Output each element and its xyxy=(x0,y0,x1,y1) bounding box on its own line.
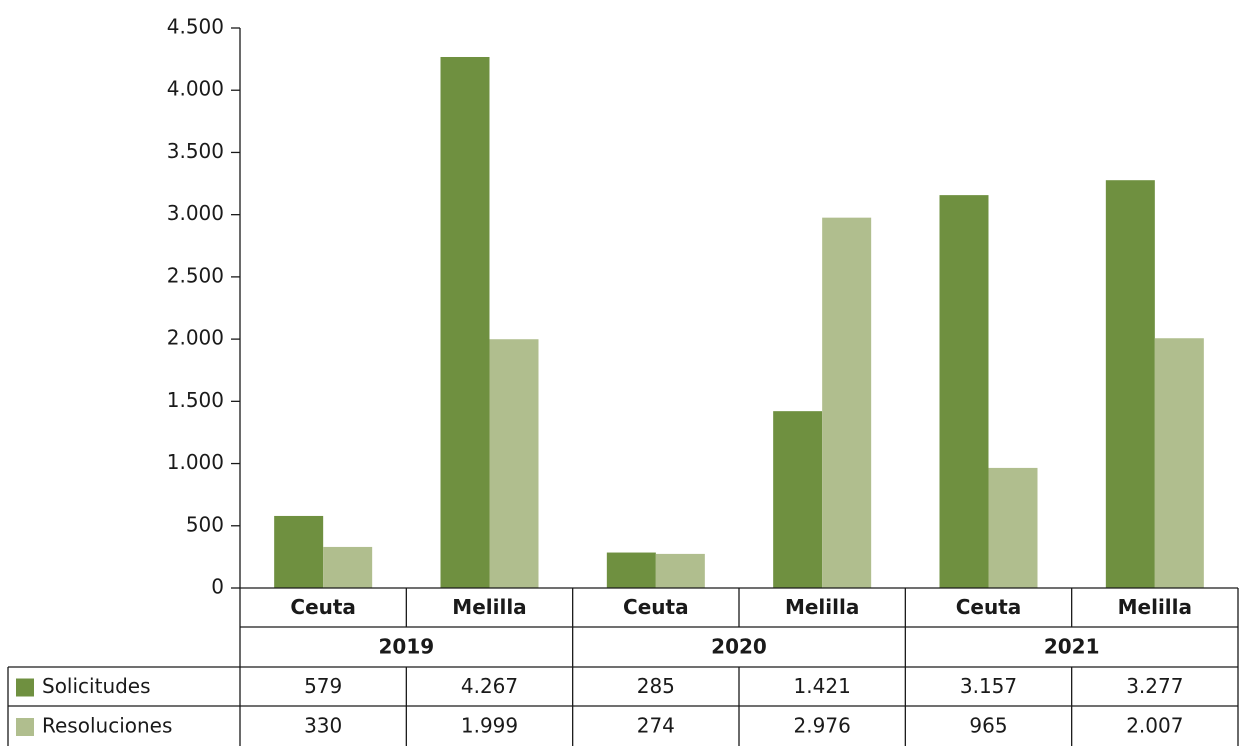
y-tick-label: 1.500 xyxy=(167,388,224,412)
table-value: 2.976 xyxy=(794,714,851,738)
table-value: 2.007 xyxy=(1126,714,1183,738)
table-value: 285 xyxy=(637,674,675,698)
table-value: 274 xyxy=(637,714,675,738)
legend-swatch xyxy=(16,718,34,736)
group-label: 2020 xyxy=(711,635,767,659)
table-value: 3.277 xyxy=(1126,674,1183,698)
bar xyxy=(489,339,539,588)
table-value: 1.999 xyxy=(461,714,518,738)
legend-swatch xyxy=(16,678,34,697)
y-tick-label: 1.000 xyxy=(167,450,224,474)
y-tick-label: 4.000 xyxy=(167,77,224,101)
group-label: 2019 xyxy=(378,635,434,659)
table-value: 3.157 xyxy=(960,674,1017,698)
group-label: 2021 xyxy=(1044,635,1100,659)
x-tick-label: Melilla xyxy=(785,595,859,619)
x-tick-label: Ceuta xyxy=(956,595,1022,619)
bar xyxy=(773,411,823,588)
bar xyxy=(939,195,989,588)
bar xyxy=(606,552,656,588)
x-tick-label: Ceuta xyxy=(290,595,356,619)
y-tick-label: 2.000 xyxy=(167,326,224,350)
y-tick-label: 4.500 xyxy=(167,15,224,39)
table-value: 579 xyxy=(304,674,342,698)
table-value: 1.421 xyxy=(794,674,851,698)
legend-label: Solicitudes xyxy=(42,674,151,698)
y-tick-label: 3.500 xyxy=(167,139,224,163)
y-tick-label: 0 xyxy=(211,575,224,599)
bar xyxy=(655,553,705,588)
x-tick-label: Ceuta xyxy=(623,595,689,619)
legend-label: Resoluciones xyxy=(42,714,172,738)
table-value: 4.267 xyxy=(461,674,518,698)
bar xyxy=(274,515,324,588)
bar xyxy=(1105,180,1155,588)
y-tick-label: 2.500 xyxy=(167,263,224,287)
bar xyxy=(822,217,872,589)
x-tick-label: Melilla xyxy=(452,595,526,619)
bar xyxy=(323,546,373,588)
y-tick-label: 3.000 xyxy=(167,201,224,225)
y-tick-label: 500 xyxy=(186,512,224,536)
bar xyxy=(988,467,1038,588)
table-value: 965 xyxy=(969,714,1007,738)
bar xyxy=(1154,338,1204,588)
table-value: 330 xyxy=(304,714,342,738)
x-tick-label: Melilla xyxy=(1118,595,1192,619)
bar xyxy=(440,56,490,589)
